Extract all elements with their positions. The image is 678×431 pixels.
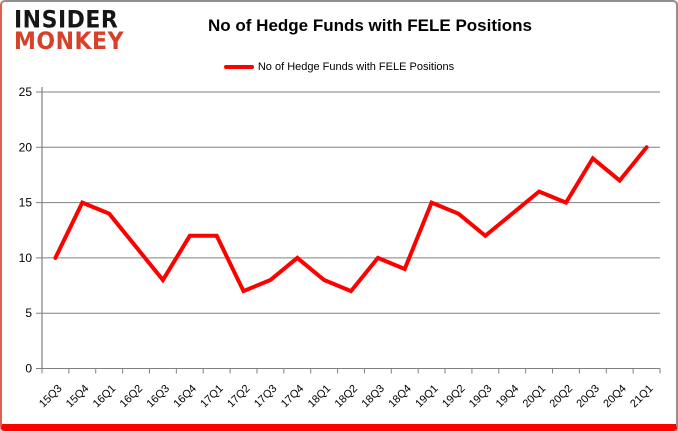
xtick-label-21Q1: 21Q1 bbox=[628, 383, 656, 411]
xtick-label-19Q4: 19Q4 bbox=[494, 383, 522, 411]
ytick-label-0: 0 bbox=[25, 362, 32, 376]
xtick-label-19Q2: 19Q2 bbox=[440, 383, 468, 411]
ytick-label-10: 10 bbox=[19, 251, 33, 265]
xtick-label-19Q3: 19Q3 bbox=[467, 383, 495, 411]
series-line bbox=[53, 145, 649, 294]
logo-line-insider: INSIDER bbox=[14, 6, 119, 34]
ytick-label-5: 5 bbox=[25, 306, 32, 320]
xtick-label-18Q3: 18Q3 bbox=[359, 383, 387, 411]
xtick-label-16Q4: 16Q4 bbox=[171, 383, 199, 411]
ytick-label-25: 25 bbox=[19, 85, 33, 99]
xtick-label-17Q4: 17Q4 bbox=[279, 383, 307, 411]
legend-label: No of Hedge Funds with FELE Positions bbox=[257, 61, 455, 73]
xtick-label-15Q4: 15Q4 bbox=[64, 383, 92, 411]
xtick-label-15Q3: 15Q3 bbox=[37, 383, 65, 411]
xtick-label-20Q1: 20Q1 bbox=[521, 383, 549, 411]
chart-legend: No of Hedge Funds with FELE Positions bbox=[2, 61, 676, 73]
xtick-label-16Q1: 16Q1 bbox=[91, 383, 119, 411]
ytick-label-20: 20 bbox=[19, 140, 33, 154]
xtick-label-17Q1: 17Q1 bbox=[198, 383, 226, 411]
xtick-label-17Q3: 17Q3 bbox=[252, 383, 280, 411]
logo-line-monkey: MONKEY bbox=[14, 28, 125, 56]
xtick-label-18Q1: 18Q1 bbox=[306, 383, 334, 411]
xtick-label-16Q3: 16Q3 bbox=[145, 383, 173, 411]
xtick-label-17Q2: 17Q2 bbox=[225, 383, 253, 411]
xtick-label-20Q2: 20Q2 bbox=[548, 383, 576, 411]
xtick-label-18Q4: 18Q4 bbox=[386, 383, 414, 411]
xtick-label-18Q2: 18Q2 bbox=[333, 383, 361, 411]
xtick-label-16Q2: 16Q2 bbox=[118, 383, 146, 411]
xtick-label-20Q3: 20Q3 bbox=[574, 383, 602, 411]
legend-line-swatch bbox=[223, 65, 254, 69]
insider-monkey-logo: INSIDER MONKEY bbox=[14, 6, 125, 56]
chart-title: No of Hedge Funds with FELE Positions bbox=[208, 16, 532, 35]
xtick-label-19Q1: 19Q1 bbox=[413, 383, 441, 411]
ytick-label-15: 15 bbox=[19, 196, 33, 210]
xtick-label-20Q4: 20Q4 bbox=[601, 383, 629, 411]
